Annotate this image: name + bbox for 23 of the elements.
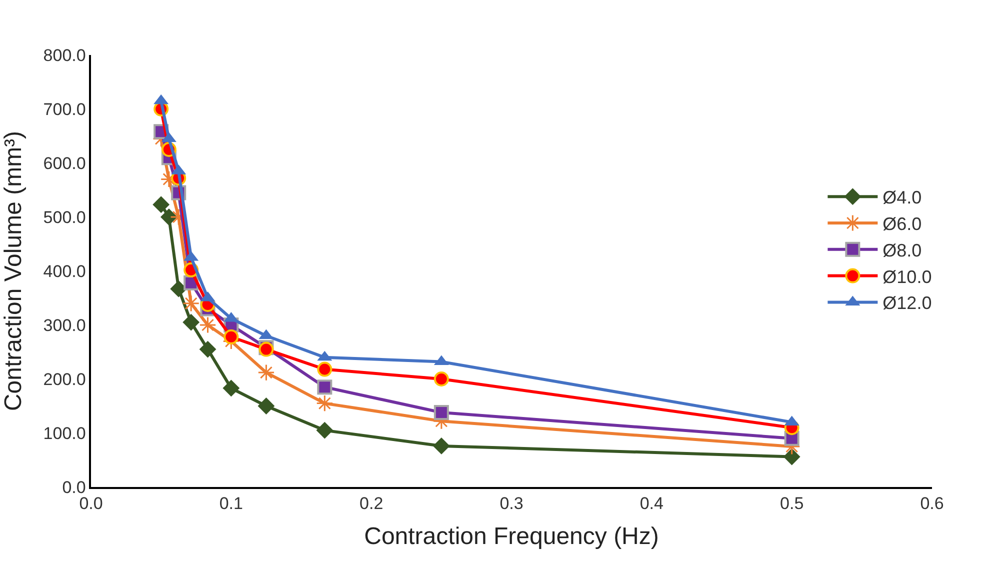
- y-tick-label: 400.0: [43, 262, 86, 281]
- legend-label: Ø4.0: [882, 188, 922, 208]
- x-axis-title: Contraction Frequency (Hz): [364, 522, 659, 550]
- x-tick-label: 0.3: [500, 494, 524, 514]
- x-tick-label: 0.0: [79, 494, 103, 514]
- y-axis-title: Contraction Volume (mm³): [0, 130, 27, 412]
- legend-label: Ø6.0: [882, 214, 922, 234]
- legend-label: Ø10.0: [882, 266, 932, 287]
- y-tick-label: 200.0: [43, 370, 86, 389]
- y-tick-label: 300.0: [43, 316, 86, 335]
- y-tick-label: 800.0: [43, 46, 86, 65]
- x-tick-label: 0.1: [219, 494, 243, 514]
- y-tick-label: 0.0: [62, 478, 86, 497]
- x-tick-label: 0.2: [360, 494, 384, 514]
- y-tick-label: 100.0: [43, 424, 86, 443]
- x-tick-label: 0.4: [640, 494, 664, 514]
- legend-label: Ø12.0: [882, 293, 932, 314]
- x-tick-label: 0.6: [920, 494, 944, 514]
- x-tick-label: 0.5: [780, 494, 804, 514]
- legend-label: Ø8.0: [882, 240, 922, 260]
- y-tick-label: 600.0: [43, 154, 86, 173]
- y-tick-label: 700.0: [43, 100, 86, 119]
- y-tick-label: 500.0: [43, 208, 86, 227]
